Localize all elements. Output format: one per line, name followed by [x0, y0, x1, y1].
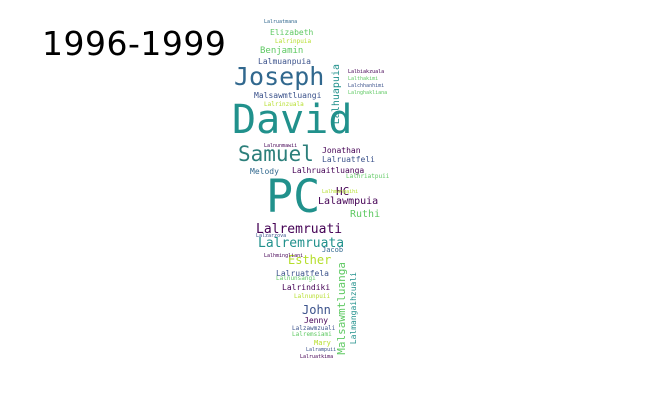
word-cloud-word: Lalrampuii	[306, 347, 337, 353]
word-cloud: Lalruatmana Elizabeth Lalrinpuia Benjami…	[228, 14, 398, 364]
word-cloud-word: Lalruatfela	[276, 269, 329, 278]
word-cloud-word: Lalrindiki	[282, 283, 331, 292]
word-cloud-word: Lalnunmawii	[264, 143, 298, 149]
word-cloud-word: Lalrinzuala	[264, 101, 304, 108]
word-cloud-word: Lalmangaihzuali	[349, 272, 358, 345]
word-cloud-word: Esther	[288, 253, 332, 267]
word-cloud-word: Jacob	[322, 246, 344, 254]
word-cloud-word: PC	[266, 170, 321, 223]
word-cloud-word: John	[302, 303, 331, 317]
word-cloud-word: Lalzawmzuali	[292, 325, 336, 332]
word-cloud-word: David	[232, 97, 353, 143]
word-cloud-word: Lalhmangaihi	[322, 189, 359, 195]
word-cloud-word: Lalremruata	[258, 236, 345, 251]
word-cloud-word: Lalmuanpuia	[258, 57, 311, 66]
word-cloud-word: Lalremruati	[256, 222, 343, 237]
word-cloud-word: Lalnghakliana	[348, 90, 388, 96]
word-cloud-word: Lalnunpuii	[294, 293, 331, 300]
word-cloud-word: Lalhriatpuii	[346, 173, 390, 180]
word-cloud-word: Lalzarzova	[256, 233, 287, 239]
word-cloud-word: Lalchhanhimi	[348, 83, 385, 89]
word-cloud-word: Mary	[314, 339, 331, 347]
word-cloud-word: Lalhruaitluanga	[292, 166, 365, 175]
word-cloud-word: Ruthi	[350, 209, 381, 220]
word-cloud-word: Melody	[250, 167, 279, 176]
word-cloud-word: Jonathan	[322, 146, 361, 155]
word-cloud-word: Lalnunsangi	[276, 275, 316, 282]
word-cloud-word: Lalawmpuia	[318, 196, 379, 207]
page-title: 1996-1999	[42, 24, 227, 63]
word-cloud-word: Jenny	[304, 316, 329, 325]
word-cloud-word: Benjamin	[260, 46, 304, 56]
word-cloud-word: HC	[336, 185, 350, 198]
word-cloud-word: Lalrinpuia	[275, 38, 312, 45]
word-cloud-word: Lalruatkima	[300, 354, 334, 360]
word-cloud-word: Lalthakimi	[348, 76, 379, 82]
word-cloud-word: Malsawmtluanga	[335, 262, 348, 355]
word-cloud-word: Joseph	[234, 62, 325, 91]
word-cloud-word: Lalbiakzuala	[348, 69, 385, 75]
word-cloud-word: Lalhmingliani	[264, 253, 304, 259]
word-cloud-word: Elizabeth	[270, 28, 314, 37]
word-cloud-word: Lalremsiami	[292, 331, 332, 338]
word-cloud-word: Lalruatmana	[264, 19, 298, 25]
word-cloud-word: Lalruatfeli	[322, 155, 375, 164]
word-cloud-word: Malsawmtluangi	[254, 91, 322, 100]
word-cloud-word: Samuel	[238, 142, 314, 166]
